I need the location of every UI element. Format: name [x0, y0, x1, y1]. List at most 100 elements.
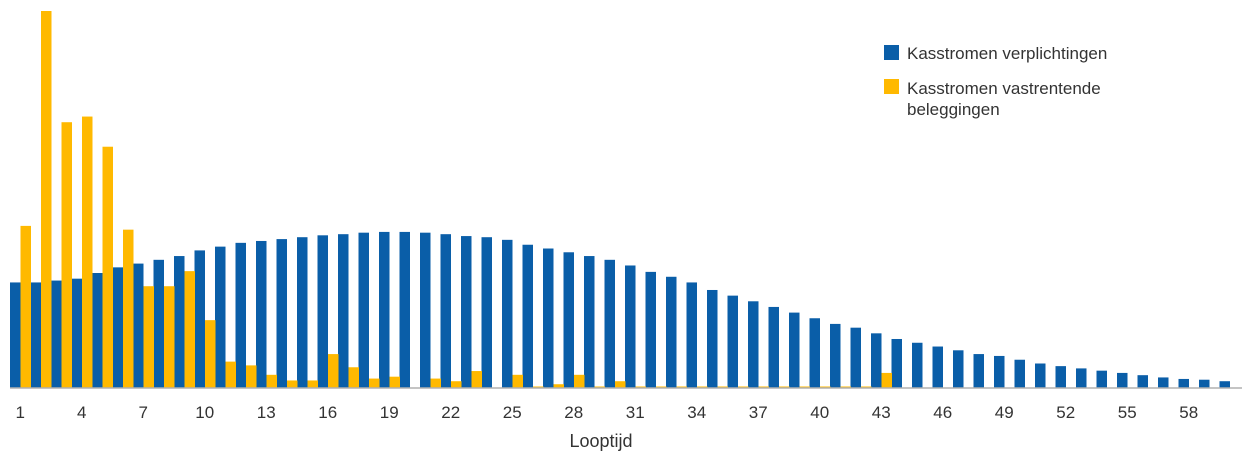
bar-fixed-income-8: [164, 286, 175, 388]
bar-fixed-income-26: [533, 386, 544, 388]
bar-fixed-income-33: [676, 386, 687, 388]
bar-liabilities-40: [809, 318, 820, 388]
bar-liabilities-55: [1117, 372, 1128, 388]
bar-liabilities-30: [604, 259, 615, 388]
x-tick-label-10: 10: [195, 403, 214, 422]
bar-liabilities-48: [973, 354, 984, 388]
x-tick-label-7: 7: [139, 403, 148, 422]
bar-liabilities-11: [215, 246, 226, 389]
x-tick-label-46: 46: [933, 403, 952, 422]
x-tick-label-43: 43: [872, 403, 891, 422]
x-tick-label-19: 19: [380, 403, 399, 422]
bar-liabilities-49: [994, 355, 1005, 388]
bar-liabilities-25: [502, 239, 513, 388]
bar-liabilities-24: [481, 237, 492, 388]
bar-liabilities-52: [1055, 366, 1066, 388]
bar-fixed-income-32: [656, 386, 667, 388]
bar-liabilities-12: [235, 242, 246, 388]
legend-label-fixed-income: Kasstromen vastrentende beleggingen: [907, 79, 1101, 119]
x-tick-label-40: 40: [810, 403, 829, 422]
bar-fixed-income-34: [697, 386, 708, 388]
bar-fixed-income-21: [430, 378, 441, 388]
x-tick-label-16: 16: [318, 403, 337, 422]
x-tick-label-4: 4: [77, 403, 86, 422]
bar-fixed-income-37: [758, 386, 769, 388]
x-tick-label-31: 31: [626, 403, 645, 422]
bar-fixed-income-7: [143, 286, 154, 388]
bar-liabilities-21: [420, 232, 431, 388]
bar-liabilities-57: [1158, 377, 1169, 388]
bar-liabilities-2: [30, 282, 41, 388]
x-axis-title: Looptijd: [569, 431, 632, 451]
x-tick-label-1: 1: [16, 403, 25, 422]
bar-fixed-income-22: [451, 381, 462, 388]
bar-liabilities-43: [871, 333, 882, 388]
bar-fixed-income-13: [266, 374, 277, 389]
bar-fixed-income-40: [820, 386, 831, 388]
bar-liabilities-41: [830, 323, 841, 388]
bar-fixed-income-30: [615, 381, 626, 388]
bar-fixed-income-29: [594, 386, 605, 388]
x-tick-label-22: 22: [441, 403, 460, 422]
bar-fixed-income-1: [20, 225, 31, 388]
bar-liabilities-23: [461, 236, 472, 388]
bar-liabilities-19: [379, 231, 390, 388]
bar-fixed-income-9: [184, 271, 195, 388]
bar-liabilities-5: [92, 273, 103, 388]
bar-fixed-income-25: [512, 374, 523, 389]
bar-liabilities-13: [256, 240, 267, 388]
bar-fixed-income-18: [369, 378, 380, 388]
bar-liabilities-17: [338, 234, 349, 388]
bar-fixed-income-12: [246, 365, 257, 388]
x-tick-label-58: 58: [1179, 403, 1198, 422]
bar-fixed-income-14: [287, 380, 298, 388]
x-tick-label-37: 37: [749, 403, 768, 422]
bar-fixed-income-5: [102, 146, 113, 388]
bar-liabilities-10: [194, 250, 205, 388]
bar-liabilities-8: [153, 259, 164, 388]
bar-liabilities-14: [276, 239, 287, 388]
bar-liabilities-50: [1014, 359, 1025, 388]
bar-liabilities-15: [297, 237, 308, 388]
bar-fixed-income-42: [861, 386, 872, 388]
bar-fixed-income-35: [717, 386, 728, 388]
bar-liabilities-56: [1137, 375, 1148, 388]
legend-swatch-liabilities: [884, 45, 899, 60]
bar-liabilities-6: [112, 267, 123, 388]
bar-liabilities-1: [10, 282, 21, 388]
bar-liabilities-26: [522, 244, 533, 388]
bar-liabilities-53: [1076, 368, 1087, 388]
bar-fixed-income-28: [574, 374, 585, 389]
bar-liabilities-39: [789, 312, 800, 388]
x-tick-label-49: 49: [995, 403, 1014, 422]
bar-fixed-income-36: [738, 386, 749, 388]
bar-liabilities-45: [912, 342, 923, 388]
bar-liabilities-37: [748, 301, 759, 388]
bar-fixed-income-27: [553, 384, 564, 388]
x-ticks-layer: 1 4 7 10 13 16 19 22 25 28 31 34 37 40 43 46 49 52 55 58: [16, 403, 1199, 422]
bar-liabilities-36: [727, 295, 738, 388]
bar-liabilities-59: [1199, 379, 1210, 388]
bar-liabilities-31: [625, 265, 636, 389]
bar-liabilities-58: [1178, 378, 1189, 388]
bar-fixed-income-15: [307, 380, 318, 388]
bar-fixed-income-3: [61, 122, 72, 389]
bar-fixed-income-6: [123, 229, 134, 388]
x-tick-label-28: 28: [564, 403, 583, 422]
bar-fixed-income-16: [328, 354, 339, 388]
bar-liabilities-42: [850, 327, 861, 388]
bars-layer: [10, 11, 1230, 389]
legend: Kasstromen verplichtingen Kasstromen vas…: [884, 44, 1107, 119]
bar-liabilities-18: [358, 232, 369, 388]
x-tick-label-25: 25: [503, 403, 522, 422]
bar-liabilities-22: [440, 234, 451, 388]
bar-liabilities-16: [317, 235, 328, 388]
bar-liabilities-51: [1035, 363, 1046, 388]
bar-liabilities-34: [686, 282, 697, 388]
bar-fixed-income-23: [471, 371, 482, 388]
bar-liabilities-29: [584, 256, 595, 388]
bar-liabilities-28: [563, 252, 574, 388]
bar-fixed-income-43: [881, 372, 892, 388]
bar-fixed-income-19: [389, 376, 400, 388]
